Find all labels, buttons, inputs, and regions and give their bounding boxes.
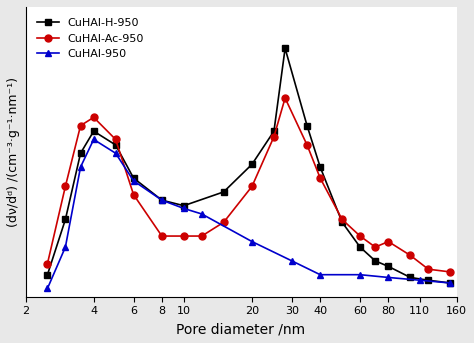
CuHAl-950: [289, 259, 295, 263]
CuHAl-Ac-950: [447, 270, 453, 274]
CuHAl-H-950: [159, 198, 164, 202]
CuHAl-H-950: [447, 281, 453, 285]
CuHAl-H-950: [249, 162, 255, 166]
CuHAl-950: [249, 239, 255, 244]
CuHAl-Ac-950: [385, 239, 391, 244]
CuHAl-H-950: [221, 190, 227, 194]
CuHAl-950: [159, 198, 164, 202]
CuHAl-H-950: [91, 129, 97, 133]
CuHAl-Ac-950: [63, 184, 68, 188]
CuHAl-950: [45, 286, 50, 291]
CuHAl-H-950: [45, 273, 50, 277]
CuHAl-Ac-950: [181, 234, 187, 238]
CuHAl-H-950: [113, 143, 118, 147]
CuHAl-Ac-950: [131, 192, 137, 197]
CuHAl-H-950: [425, 278, 431, 282]
CuHAl-Ac-950: [78, 123, 83, 128]
CuHAl-Ac-950: [45, 262, 50, 266]
CuHAl-Ac-950: [249, 184, 255, 188]
CuHAl-H-950: [78, 151, 83, 155]
CuHAl-Ac-950: [271, 134, 277, 139]
CuHAl-H-950: [357, 245, 363, 249]
CuHAl-H-950: [408, 275, 413, 280]
Line: CuHAl-950: CuHAl-950: [44, 136, 454, 292]
CuHAl-Ac-950: [282, 96, 288, 100]
CuHAl-Ac-950: [339, 217, 345, 222]
CuHAl-950: [63, 245, 68, 249]
CuHAl-Ac-950: [318, 176, 323, 180]
CuHAl-Ac-950: [159, 234, 164, 238]
CuHAl-H-950: [282, 46, 288, 50]
CuHAl-Ac-950: [304, 143, 310, 147]
Line: CuHAl-Ac-950: CuHAl-Ac-950: [44, 95, 454, 275]
CuHAl-950: [91, 138, 97, 142]
CuHAl-950: [199, 212, 205, 216]
X-axis label: Pore diameter /nm: Pore diameter /nm: [176, 322, 306, 336]
CuHAl-950: [113, 151, 118, 155]
CuHAl-H-950: [339, 220, 345, 224]
CuHAl-H-950: [318, 165, 323, 169]
CuHAl-950: [131, 179, 137, 183]
CuHAl-H-950: [181, 204, 187, 208]
CuHAl-Ac-950: [221, 220, 227, 224]
CuHAl-H-950: [304, 123, 310, 128]
CuHAl-H-950: [271, 129, 277, 133]
CuHAl-950: [417, 278, 422, 282]
CuHAl-Ac-950: [199, 234, 205, 238]
CuHAl-Ac-950: [425, 267, 431, 271]
CuHAl-H-950: [63, 217, 68, 222]
CuHAl-950: [181, 206, 187, 211]
Legend: CuHAl-H-950, CuHAl-Ac-950, CuHAl-950: CuHAl-H-950, CuHAl-Ac-950, CuHAl-950: [31, 12, 150, 65]
CuHAl-Ac-950: [91, 115, 97, 119]
CuHAl-H-950: [373, 259, 378, 263]
CuHAl-950: [385, 275, 391, 280]
CuHAl-950: [78, 165, 83, 169]
CuHAl-950: [357, 273, 363, 277]
CuHAl-Ac-950: [373, 245, 378, 249]
CuHAl-Ac-950: [357, 234, 363, 238]
Line: CuHAl-H-950: CuHAl-H-950: [44, 45, 454, 286]
CuHAl-950: [447, 281, 453, 285]
CuHAl-H-950: [385, 264, 391, 269]
CuHAl-H-950: [131, 176, 137, 180]
CuHAl-950: [318, 273, 323, 277]
CuHAl-Ac-950: [113, 138, 118, 142]
Y-axis label: (dν/dᵈ) /(cm⁻³·g⁻¹·nm⁻¹): (dν/dᵈ) /(cm⁻³·g⁻¹·nm⁻¹): [7, 77, 20, 227]
CuHAl-Ac-950: [408, 253, 413, 258]
